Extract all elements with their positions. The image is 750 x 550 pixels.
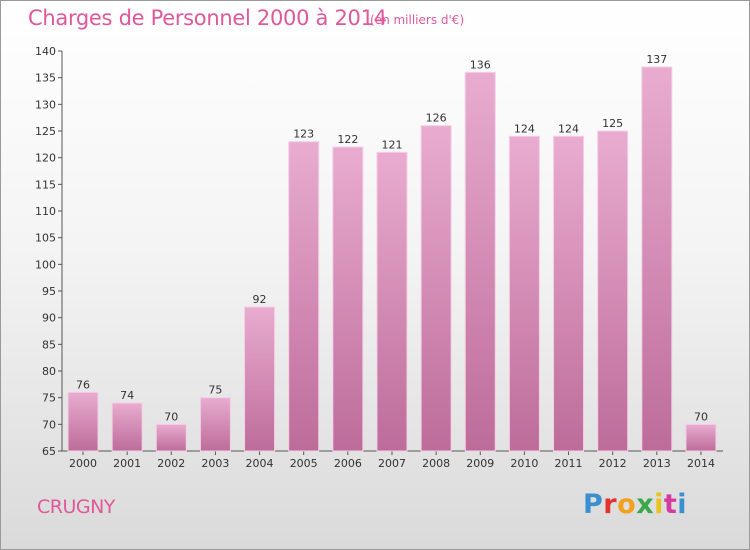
y-tick-label: 135 bbox=[35, 72, 56, 85]
bar-2014 bbox=[685, 423, 717, 452]
commune-name: CRUGNY bbox=[37, 496, 115, 518]
value-label-2005: 123 bbox=[293, 128, 314, 141]
bar-2007 bbox=[376, 151, 408, 452]
x-tick-label: 2011 bbox=[555, 457, 583, 470]
value-label-2008: 126 bbox=[426, 112, 447, 125]
x-tick-label: 2014 bbox=[687, 457, 715, 470]
x-tick-label: 2009 bbox=[466, 457, 494, 470]
y-tick-label: 110 bbox=[35, 205, 56, 218]
bar-2013 bbox=[641, 66, 673, 452]
logo-letter: x bbox=[636, 489, 655, 520]
proxiti-logo: Proxiti bbox=[583, 489, 687, 520]
bar-2010 bbox=[508, 135, 540, 452]
x-tick-label: 2001 bbox=[113, 457, 141, 470]
logo-letter: o bbox=[617, 489, 637, 520]
value-label-2011: 124 bbox=[558, 122, 579, 135]
bar-2002 bbox=[155, 423, 187, 452]
y-tick-label: 65 bbox=[42, 445, 56, 458]
x-tick-label: 2004 bbox=[246, 457, 274, 470]
logo-letter: i bbox=[654, 489, 664, 520]
bar-2008 bbox=[420, 125, 452, 452]
bar-2001 bbox=[111, 402, 143, 452]
value-label-2007: 121 bbox=[381, 138, 402, 151]
y-tick-label: 100 bbox=[35, 258, 56, 271]
y-tick-label: 115 bbox=[35, 178, 56, 191]
x-tick-label: 2006 bbox=[334, 457, 362, 470]
logo-letter: t bbox=[663, 489, 678, 520]
x-tick-label: 2000 bbox=[69, 457, 97, 470]
y-tick-label: 90 bbox=[42, 312, 56, 325]
y-tick-label: 85 bbox=[42, 338, 56, 351]
value-labels: 76 74 70 75 92 123 122 121 126 136 124 124 125 137 70 bbox=[76, 53, 708, 423]
value-label-2010: 124 bbox=[514, 122, 535, 135]
value-label-2000: 76 bbox=[76, 378, 90, 391]
bar-2011 bbox=[553, 135, 585, 452]
value-label-2003: 75 bbox=[208, 384, 222, 397]
logo-letter: r bbox=[603, 489, 618, 520]
value-label-2004: 92 bbox=[253, 293, 267, 306]
logo-letter: i bbox=[677, 489, 688, 520]
bar-2006 bbox=[332, 146, 364, 452]
y-tick-label: 125 bbox=[35, 125, 56, 138]
x-tick-label: 2005 bbox=[290, 457, 318, 470]
y-tick-label: 120 bbox=[35, 152, 56, 165]
bar-2009 bbox=[464, 71, 496, 452]
value-label-2012: 125 bbox=[602, 117, 623, 130]
x-tick-label: 2003 bbox=[201, 457, 229, 470]
logo-letter: P bbox=[583, 489, 604, 520]
bar-2003 bbox=[199, 397, 231, 452]
y-tick-label: 80 bbox=[42, 365, 56, 378]
x-tick-label: 2013 bbox=[643, 457, 671, 470]
x-tick-label: 2010 bbox=[510, 457, 538, 470]
value-label-2006: 122 bbox=[337, 133, 358, 146]
chart-title: Charges de Personnel 2000 à 2014 bbox=[28, 6, 387, 30]
value-label-2009: 136 bbox=[470, 58, 491, 71]
value-label-2014: 70 bbox=[694, 410, 708, 423]
y-tick-label: 75 bbox=[42, 392, 56, 405]
x-tick-label: 2007 bbox=[378, 457, 406, 470]
y-tick-label: 70 bbox=[42, 418, 56, 431]
value-label-2013: 137 bbox=[646, 53, 667, 66]
bar-2004 bbox=[244, 306, 276, 452]
y-tick-label: 95 bbox=[42, 285, 56, 298]
y-axis: 65 70 75 80 85 90 95 100 105 110 115 120 125 130 135 14… bbox=[35, 45, 63, 458]
x-tick-label: 2008 bbox=[422, 457, 450, 470]
x-tick-label: 2002 bbox=[157, 457, 185, 470]
y-tick-label: 105 bbox=[35, 232, 56, 245]
x-tick-label: 2012 bbox=[599, 457, 627, 470]
bars bbox=[67, 66, 717, 452]
value-label-2002: 70 bbox=[164, 410, 178, 423]
bar-2012 bbox=[597, 130, 629, 452]
bar-2005 bbox=[288, 141, 320, 452]
chart-subtitle: (en milliers d'€) bbox=[370, 13, 465, 27]
value-label-2001: 74 bbox=[120, 389, 134, 402]
y-tick-label: 140 bbox=[35, 45, 56, 58]
x-axis: 2000 2001 2002 2003 2004 2005 2006 2007 2008 2009… bbox=[62, 450, 723, 470]
bar-2000 bbox=[67, 391, 99, 452]
y-tick-label: 130 bbox=[35, 98, 56, 111]
